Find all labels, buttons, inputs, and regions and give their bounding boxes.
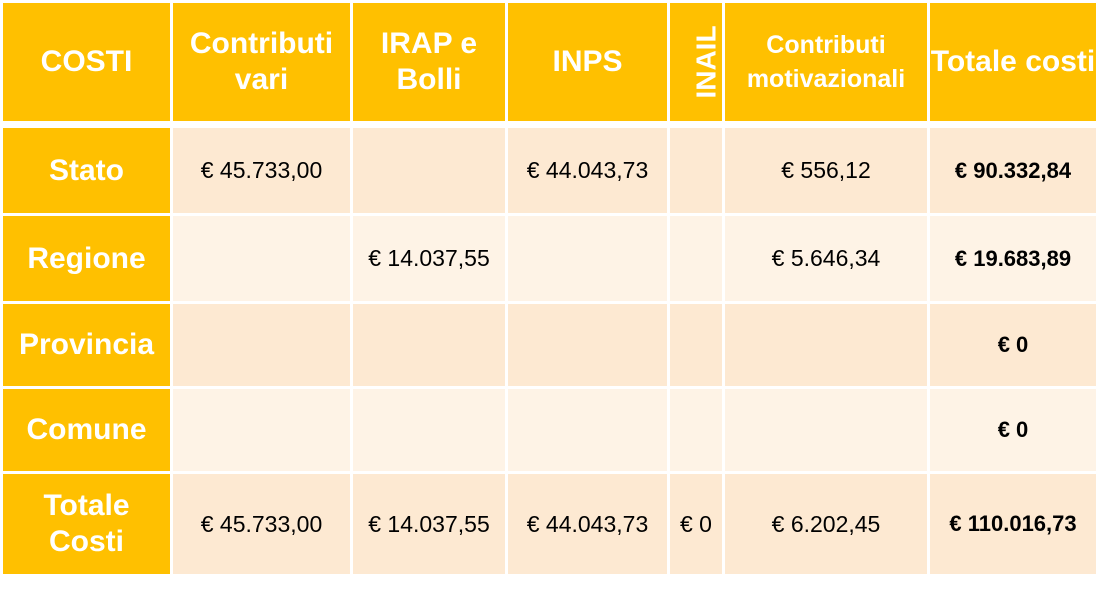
table-row-provincia: Provincia € 0 <box>0 301 1099 389</box>
cell-inps <box>505 301 670 389</box>
cell-totale: € 90.332,84 <box>927 123 1099 216</box>
header-irap-bolli: IRAP e Bolli <box>350 0 508 128</box>
cell-contributi-motivazionali <box>722 386 930 474</box>
cell-inps: € 44.043,73 <box>505 471 670 577</box>
cell-totale: € 0 <box>927 386 1099 474</box>
cell-irap-bolli <box>350 123 508 216</box>
cell-irap-bolli: € 14.037,55 <box>350 213 508 304</box>
cell-inps: € 44.043,73 <box>505 123 670 216</box>
cell-contributi-motivazionali <box>722 301 930 389</box>
header-inps: INPS <box>505 0 670 128</box>
table-row-totale-costi: Totale Costi € 45.733,00 € 14.037,55 € 4… <box>0 471 1099 577</box>
row-label: Stato <box>0 123 173 216</box>
cell-inps <box>505 213 670 304</box>
cell-contributi-vari <box>170 386 353 474</box>
cell-inail: € 0 <box>667 471 725 577</box>
cell-inps <box>505 386 670 474</box>
row-label: Totale Costi <box>0 471 173 577</box>
row-label: Comune <box>0 386 173 474</box>
header-inail-cell: INAIL <box>667 0 725 128</box>
header-totale-costi: Totale costi <box>927 0 1099 128</box>
cell-inail <box>667 386 725 474</box>
cell-contributi-motivazionali: € 5.646,34 <box>722 213 930 304</box>
header-inail: INAIL <box>690 25 722 99</box>
cell-totale: € 0 <box>927 301 1099 389</box>
cell-inail <box>667 301 725 389</box>
cell-contributi-vari <box>170 213 353 304</box>
cell-contributi-motivazionali: € 556,12 <box>722 123 930 216</box>
row-label: Regione <box>0 213 173 304</box>
header-contributi-vari: Contributi vari <box>170 0 353 128</box>
cell-contributi-vari: € 45.733,00 <box>170 123 353 216</box>
cell-irap-bolli <box>350 301 508 389</box>
cell-irap-bolli: € 14.037,55 <box>350 471 508 577</box>
cell-totale: € 19.683,89 <box>927 213 1099 304</box>
table-row-stato: Stato € 45.733,00 € 44.043,73 € 556,12 €… <box>0 123 1099 216</box>
cell-contributi-vari: € 45.733,00 <box>170 471 353 577</box>
cell-contributi-motivazionali: € 6.202,45 <box>722 471 930 577</box>
cell-contributi-vari <box>170 301 353 389</box>
costs-table: COSTI Contributi vari IRAP e Bolli INPS … <box>0 0 1099 577</box>
header-row: COSTI Contributi vari IRAP e Bolli INPS … <box>0 0 1099 128</box>
header-costi: COSTI <box>0 0 173 128</box>
cell-inail <box>667 123 725 216</box>
table-row-comune: Comune € 0 <box>0 386 1099 474</box>
header-contributi-motivazionali: Contributi motivazionali <box>722 0 930 128</box>
row-label: Provincia <box>0 301 173 389</box>
cell-inail <box>667 213 725 304</box>
cell-irap-bolli <box>350 386 508 474</box>
cell-totale: € 110.016,73 <box>927 471 1099 577</box>
table-row-regione: Regione € 14.037,55 € 5.646,34 € 19.683,… <box>0 213 1099 304</box>
